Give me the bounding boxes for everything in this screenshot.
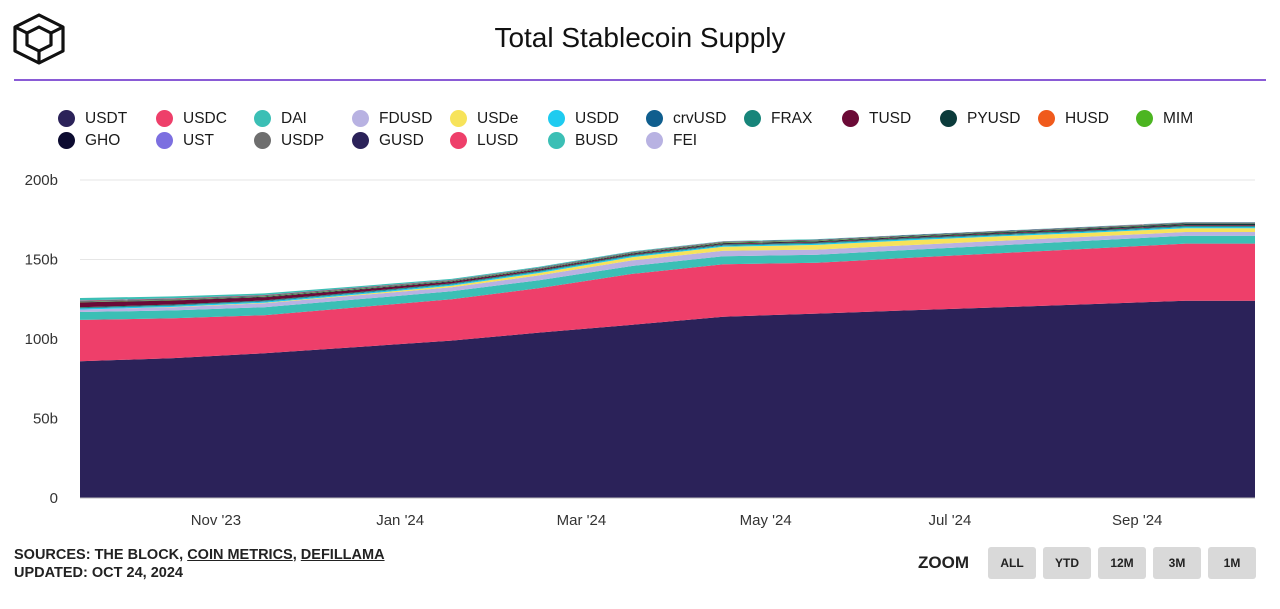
y-tick-label: 50b xyxy=(33,411,58,428)
legend-label: USDP xyxy=(281,131,325,149)
legend-swatch xyxy=(646,132,663,149)
legend-item-fei[interactable]: FEI xyxy=(646,132,744,149)
chart-legend: USDT USDC DAI FDUSD USDe USDD crvUSD FRAX TUSD PY… xyxy=(58,110,1258,149)
legend-item-usdd[interactable]: USDD xyxy=(548,110,646,127)
x-tick-label: Jan '24 xyxy=(376,512,424,529)
area-series-dai xyxy=(80,235,1255,320)
legend-item-frax[interactable]: FRAX xyxy=(744,110,842,127)
legend-label: TUSD xyxy=(869,109,912,127)
legend-swatch xyxy=(352,132,369,149)
legend-label: PYUSD xyxy=(967,109,1021,127)
header-divider xyxy=(14,79,1266,81)
area-series-usdt xyxy=(80,300,1255,498)
updated-date: UPDATED: OCT 24, 2024 xyxy=(14,565,183,581)
legend-swatch xyxy=(450,110,467,127)
legend-label: FDUSD xyxy=(379,109,433,127)
legend-swatch xyxy=(156,132,173,149)
zoom-12m-button[interactable]: 12M xyxy=(1098,547,1146,579)
area-series-usdc xyxy=(80,243,1255,362)
legend-swatch xyxy=(450,132,467,149)
legend-swatch xyxy=(254,132,271,149)
legend-label: HUSD xyxy=(1065,109,1109,127)
zoom-3m-button[interactable]: 3M xyxy=(1153,547,1201,579)
zoom-ytd-button[interactable]: YTD xyxy=(1043,547,1091,579)
stacked-area-chart: 0 50b 100b 150b 200b Nov '23 Jan '24 Mar '24 May… xyxy=(25,172,1255,529)
legend-label: USDe xyxy=(477,109,519,127)
legend-label: crvUSD xyxy=(673,109,727,127)
legend-label: USDT xyxy=(85,109,128,127)
legend-label: GHO xyxy=(85,131,121,149)
the-block-cube-logo xyxy=(13,13,65,65)
legend-label: GUSD xyxy=(379,131,424,149)
legend-item-mim[interactable]: MIM xyxy=(1136,110,1234,127)
legend-swatch xyxy=(254,110,271,127)
legend-swatch xyxy=(58,132,75,149)
page-title: Total Stablecoin Supply xyxy=(494,22,786,53)
y-tick-label: 200b xyxy=(25,172,58,189)
x-tick-label: Jul '24 xyxy=(928,512,971,529)
coin-metrics-link[interactable]: COIN METRICS xyxy=(187,547,293,563)
chart-header: Total Stablecoin Supply xyxy=(0,0,1280,80)
legend-item-busd[interactable]: BUSD xyxy=(548,132,646,149)
defillama-link[interactable]: DEFILLAMA xyxy=(300,547,385,563)
legend-item-usde[interactable]: USDe xyxy=(450,110,548,127)
legend-swatch xyxy=(156,110,173,127)
legend-item-tusd[interactable]: TUSD xyxy=(842,110,940,127)
legend-item-pyusd[interactable]: PYUSD xyxy=(940,110,1038,127)
legend-label: FRAX xyxy=(771,109,813,127)
zoom-label: ZOOM xyxy=(918,553,969,572)
zoom-all-button[interactable]: ALL xyxy=(988,547,1036,579)
chart-footer: SOURCES: THE BLOCK, COIN METRICS, DEFILL… xyxy=(14,546,385,582)
legend-item-gusd[interactable]: GUSD xyxy=(352,132,450,149)
legend-swatch xyxy=(646,110,663,127)
x-tick-label: May '24 xyxy=(740,512,792,529)
legend-label: USDC xyxy=(183,109,227,127)
legend-item-usdt[interactable]: USDT xyxy=(58,110,156,127)
legend-label: MIM xyxy=(1163,109,1194,127)
legend-item-usdc[interactable]: USDC xyxy=(156,110,254,127)
x-tick-label: Sep '24 xyxy=(1112,512,1162,529)
y-tick-label: 150b xyxy=(25,252,58,269)
legend-item-ust[interactable]: UST xyxy=(156,132,254,149)
legend-label: LUSD xyxy=(477,131,519,149)
legend-item-fdusd[interactable]: FDUSD xyxy=(352,110,450,127)
legend-swatch xyxy=(58,110,75,127)
legend-label: BUSD xyxy=(575,131,619,149)
zoom-1m-button[interactable]: 1M xyxy=(1208,547,1256,579)
legend-swatch xyxy=(744,110,761,127)
zoom-controls: ZOOM ALL YTD 12M 3M 1M xyxy=(918,547,1256,579)
legend-item-husd[interactable]: HUSD xyxy=(1038,110,1136,127)
legend-label: USDD xyxy=(575,109,619,127)
legend-swatch xyxy=(548,110,565,127)
legend-swatch xyxy=(548,132,565,149)
legend-item-usdp[interactable]: USDP xyxy=(254,132,352,149)
y-tick-label: 0 xyxy=(50,490,58,507)
y-tick-label: 100b xyxy=(25,331,58,348)
x-tick-label: Mar '24 xyxy=(557,512,607,529)
legend-label: FEI xyxy=(673,131,698,149)
legend-swatch xyxy=(940,110,957,127)
legend-label: UST xyxy=(183,131,214,149)
sources-line: SOURCES: THE BLOCK, COIN METRICS, DEFILL… xyxy=(14,546,385,564)
legend-swatch xyxy=(1136,110,1153,127)
legend-swatch xyxy=(1038,110,1055,127)
legend-item-lusd[interactable]: LUSD xyxy=(450,132,548,149)
legend-swatch xyxy=(352,110,369,127)
x-tick-label: Nov '23 xyxy=(191,512,241,529)
legend-item-gho[interactable]: GHO xyxy=(58,132,156,149)
legend-item-crvusd[interactable]: crvUSD xyxy=(646,110,744,127)
legend-label: DAI xyxy=(281,109,307,127)
legend-swatch xyxy=(842,110,859,127)
sources-prefix: SOURCES: THE BLOCK, xyxy=(14,547,188,563)
sources-separator: , xyxy=(292,547,301,563)
legend-item-dai[interactable]: DAI xyxy=(254,110,352,127)
